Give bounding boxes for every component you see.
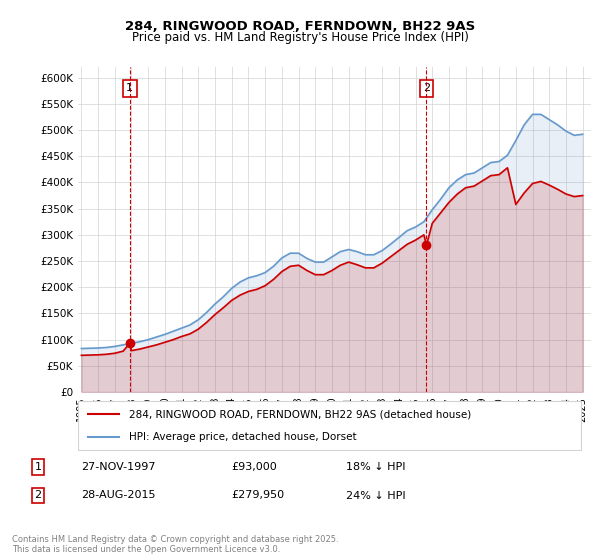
Text: 2: 2 [423,83,430,94]
Text: 2: 2 [34,491,41,501]
Text: 284, RINGWOOD ROAD, FERNDOWN, BH22 9AS (detached house): 284, RINGWOOD ROAD, FERNDOWN, BH22 9AS (… [130,409,472,419]
Text: Contains HM Land Registry data © Crown copyright and database right 2025.
This d: Contains HM Land Registry data © Crown c… [12,535,338,554]
Text: 1: 1 [127,83,133,94]
Text: 27-NOV-1997: 27-NOV-1997 [81,462,155,472]
FancyBboxPatch shape [78,402,581,450]
Text: HPI: Average price, detached house, Dorset: HPI: Average price, detached house, Dors… [130,432,357,442]
Text: £93,000: £93,000 [231,462,277,472]
Text: 1: 1 [34,462,41,472]
Text: £279,950: £279,950 [231,491,284,501]
Text: 18% ↓ HPI: 18% ↓ HPI [346,462,406,472]
Text: Price paid vs. HM Land Registry's House Price Index (HPI): Price paid vs. HM Land Registry's House … [131,31,469,44]
Text: 24% ↓ HPI: 24% ↓ HPI [346,491,406,501]
Text: 284, RINGWOOD ROAD, FERNDOWN, BH22 9AS: 284, RINGWOOD ROAD, FERNDOWN, BH22 9AS [125,20,475,32]
Text: 28-AUG-2015: 28-AUG-2015 [81,491,155,501]
